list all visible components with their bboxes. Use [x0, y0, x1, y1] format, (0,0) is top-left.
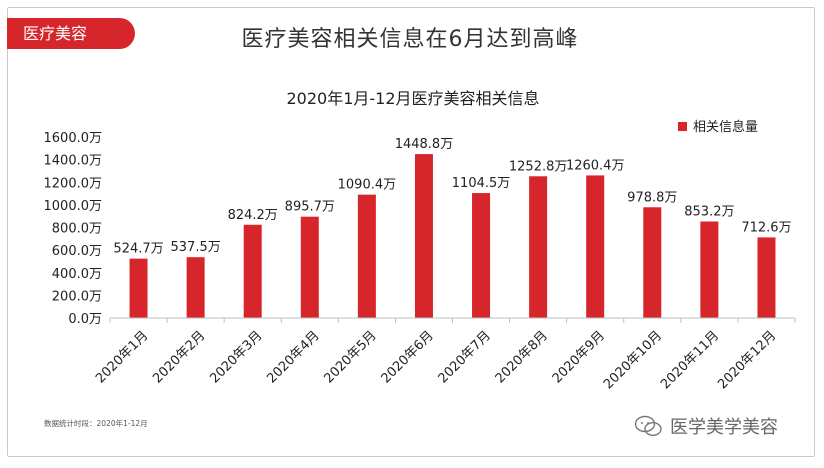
y-axis: 0.0万 200.0万 400.0万 600.0万 800.0万 1000.0万 1200.… — [44, 131, 103, 327]
data-label: 1260.4万 — [566, 158, 625, 173]
chart-title: 2020年1月-12月医疗美容相关信息 — [286, 89, 539, 108]
y-tick-label: 800.0万 — [52, 222, 102, 237]
bar — [300, 216, 319, 318]
y-tick-label: 400.0万 — [52, 267, 102, 282]
watermark-text: 医学美学美容 — [670, 417, 778, 438]
y-tick-label: 1200.0万 — [44, 176, 103, 191]
bar — [586, 175, 605, 318]
data-label: 1090.4万 — [338, 178, 397, 193]
x-tick-label: 2020年4月 — [264, 328, 322, 386]
x-tick-label: 2020年3月 — [207, 328, 265, 386]
data-label: 853.2万 — [684, 204, 734, 219]
x-tick-label: 2020年12月 — [715, 328, 779, 392]
card-frame — [7, 7, 815, 457]
data-label: 1252.8万 — [509, 159, 568, 174]
bars-group — [129, 154, 776, 318]
bar — [529, 176, 548, 318]
data-label: 537.5万 — [171, 240, 221, 255]
bar — [186, 257, 205, 318]
x-tick-label: 2020年9月 — [550, 328, 608, 386]
x-tick-label: 2020年2月 — [150, 328, 208, 386]
bar — [472, 193, 491, 318]
page-title: 医疗美容相关信息在6月达到高峰 — [241, 27, 579, 52]
data-label: 978.8万 — [627, 190, 677, 205]
data-label: 824.2万 — [228, 208, 278, 223]
y-tick-label: 1000.0万 — [44, 199, 103, 214]
x-tick-label: 2020年5月 — [321, 328, 379, 386]
y-tick-label: 0.0万 — [68, 312, 102, 327]
data-label: 524.7万 — [113, 242, 163, 257]
y-tick-label: 1400.0万 — [44, 154, 103, 169]
watermark: 医学美学美容 — [634, 413, 778, 439]
x-tick-label: 2020年7月 — [436, 328, 494, 386]
data-label: 1448.8万 — [395, 137, 454, 152]
legend-swatch — [678, 122, 687, 131]
legend: 相关信息量 — [678, 119, 758, 135]
x-tick-label: 2020年1月 — [93, 328, 151, 386]
category-tag: 医疗美容 — [7, 18, 135, 49]
wechat-icon — [634, 415, 662, 437]
x-tick-label: 2020年10月 — [601, 328, 665, 392]
bar — [643, 207, 662, 318]
x-tick-label: 2020年8月 — [493, 328, 551, 386]
x-tick-label: 2020年6月 — [379, 328, 437, 386]
y-tick-label: 600.0万 — [52, 244, 102, 259]
data-label: 895.7万 — [285, 200, 335, 215]
y-tick-label: 200.0万 — [52, 289, 102, 304]
data-label: 1104.5万 — [452, 176, 511, 191]
y-tick-label: 1600.0万 — [44, 131, 103, 146]
x-tick-label: 2020年11月 — [658, 328, 722, 392]
bar — [129, 258, 148, 318]
bar — [700, 221, 719, 318]
legend-label: 相关信息量 — [693, 119, 758, 135]
x-axis: 2020年1月2020年2月2020年3月2020年4月2020年5月2020年… — [93, 317, 796, 392]
bar — [757, 237, 776, 318]
bar — [414, 154, 433, 318]
footnote: 数据统计时段：2020年1-12月 — [44, 419, 148, 428]
bar — [357, 194, 376, 318]
data-label: 712.6万 — [741, 220, 791, 235]
bar — [243, 224, 262, 318]
